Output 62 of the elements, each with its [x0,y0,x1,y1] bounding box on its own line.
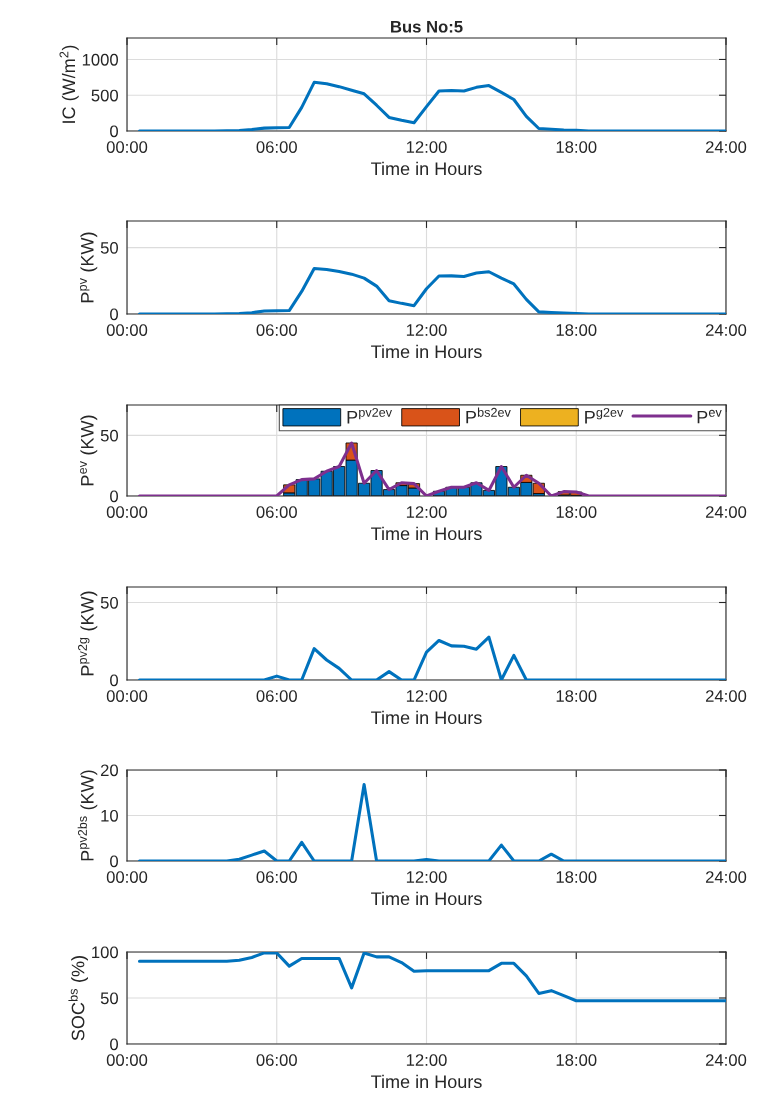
y-tick-label: 20 [100,764,119,777]
x-tick-label: 18:00 [556,1054,597,1066]
x-tick-label: 06:00 [256,324,297,336]
y-axis-title: P$^{pv2bs}$ (KW) [77,770,98,861]
y-axis-title: SOC$^{bs}$ (%) [68,956,88,1041]
x-tick-label: 06:00 [256,506,297,518]
y-tick-label: 0 [110,125,119,138]
y-tick-label: 0 [110,855,119,868]
x-tick-label: 18:00 [556,690,597,702]
y-tick-label: 0 [110,674,119,687]
legend-label: P$^{g2ev}$ [585,407,624,424]
y-tick-label: 50 [100,992,119,1005]
chart-title: Bus No:5 [391,20,463,33]
y-tick-label: 50 [100,241,119,254]
x-tick-label: 24:00 [705,871,747,883]
y-tick-label: 1000 [82,53,119,66]
x-tick-label: 00:00 [106,141,148,153]
y-tick-label: 0 [110,490,119,503]
x-tick-label: 24:00 [705,324,747,336]
y-axis-title: P$^{pv}$ (KW) [80,232,98,303]
x-tick-label: 24:00 [705,1054,747,1066]
x-tick-label: 00:00 [106,506,148,518]
x-tick-label: 12:00 [406,141,447,153]
x-tick-label: 18:00 [556,324,597,336]
x-tick-label: 06:00 [256,690,297,702]
x-tick-label: 06:00 [256,1054,297,1066]
x-axis-title: Time in Hours [371,161,482,176]
x-tick-label: 12:00 [406,506,447,518]
x-tick-label: 12:00 [406,871,447,883]
x-tick-label: 12:00 [406,690,447,702]
y-tick-label: 500 [91,89,119,102]
x-tick-label: 24:00 [705,141,747,153]
y-tick-label: 0 [110,308,119,321]
x-tick-label: 18:00 [556,506,597,518]
legend-label: P$^{ev}$ [697,409,722,424]
x-tick-label: 12:00 [406,324,447,336]
x-tick-label: 00:00 [106,871,148,883]
x-axis-title: Time in Hours [371,710,482,725]
x-tick-label: 18:00 [556,871,597,883]
y-tick-label: 50 [100,429,119,442]
y-tick-label: 0 [110,1038,119,1051]
y-tick-label: 50 [100,596,119,609]
legend-label: P$^{bs2ev}$ [466,407,511,424]
y-tick-label: 100 [92,946,119,959]
x-tick-label: 06:00 [256,141,297,153]
x-tick-label: 00:00 [106,1054,148,1066]
y-axis-title: P$^{pv2g}$ (KW) [78,591,98,676]
y-axis-title: P$^{ev}$ (KW) [80,415,98,486]
y-axis-title: IC (W/m$^{2}$) [59,45,79,123]
y-tick-label: 10 [101,809,119,822]
x-tick-label: 24:00 [705,690,747,702]
x-tick-label: 18:00 [556,141,597,153]
x-axis-title: Time in Hours [371,1074,482,1089]
legend-label: P$^{pv2ev}$ [347,407,392,424]
x-tick-label: 24:00 [705,506,747,518]
x-tick-label: 06:00 [256,871,297,883]
x-axis-title: Time in Hours [371,526,482,541]
x-tick-label: 00:00 [106,690,148,702]
x-tick-label: 00:00 [106,324,148,336]
x-axis-title: Time in Hours [371,891,482,906]
x-axis-title: Time in Hours [371,344,482,359]
x-tick-label: 12:00 [406,1054,447,1066]
